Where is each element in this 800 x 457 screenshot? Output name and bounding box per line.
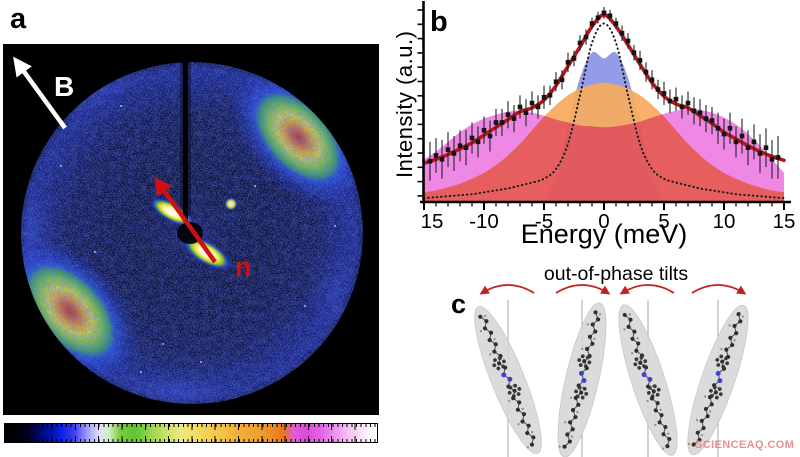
azo-atom	[501, 372, 507, 378]
energy-spectrum-chart: 15 -10 -5 0 5 10 15	[417, 1, 796, 233]
molecule	[618, 304, 678, 456]
tilt-arrow	[479, 284, 535, 295]
data-points	[427, 7, 781, 181]
scattering-image	[3, 44, 379, 415]
azo-atom	[647, 376, 653, 382]
x-tick-label: -5	[535, 210, 553, 233]
azo-atom	[581, 377, 587, 383]
azo-atom	[715, 370, 721, 376]
x-tick-label: 10	[713, 210, 736, 233]
panel-c-label: c	[451, 289, 467, 319]
panel-a-label: a	[10, 3, 27, 35]
tilts-caption: out-of-phase tilts	[543, 263, 689, 285]
panel-b-label: b	[430, 6, 448, 38]
director-arrow	[154, 176, 217, 264]
magnetic-field-label: B	[54, 71, 75, 102]
molecule	[687, 304, 749, 456]
molecule	[474, 306, 542, 454]
beamstop-rod	[183, 44, 188, 222]
x-tick-label: -10	[469, 210, 499, 233]
tilt-arrow	[691, 284, 747, 295]
colorbar-major-ticks-top	[5, 424, 377, 430]
x-tick-label: 5	[658, 210, 669, 233]
colorbar-major-ticks-bottom	[5, 436, 377, 442]
x-tick-label: 0	[598, 210, 609, 233]
watermark: SCIENCEAQ.COM	[695, 439, 795, 451]
tilt-arrow	[555, 284, 611, 295]
plot-area	[423, 7, 786, 202]
director-label: n	[235, 252, 252, 282]
x-axis-title: Energy (meV)	[520, 219, 688, 249]
azo-atom	[578, 370, 584, 376]
azo-atom	[507, 376, 513, 382]
x-tick-label: 15	[421, 210, 444, 233]
molecule-diagram	[474, 284, 749, 457]
tilt-arrow	[619, 284, 675, 295]
magnetic-field-arrow	[13, 56, 67, 130]
secondary-spot	[224, 197, 238, 211]
axes	[417, 1, 791, 210]
intensity-colorbar	[4, 423, 378, 443]
x-tick-label: 15	[773, 210, 796, 233]
resolution-curve	[423, 22, 785, 200]
azo-atom	[717, 378, 723, 384]
azo-atom	[641, 372, 647, 378]
